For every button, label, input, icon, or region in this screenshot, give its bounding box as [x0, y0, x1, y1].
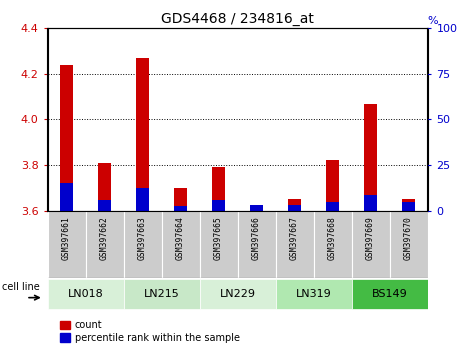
- Bar: [364, 103, 377, 211]
- Bar: [276, 279, 352, 309]
- Bar: [250, 206, 263, 211]
- Bar: [250, 205, 263, 211]
- Text: LN229: LN229: [219, 289, 256, 299]
- Text: GSM397668: GSM397668: [328, 216, 337, 260]
- Bar: [124, 279, 200, 309]
- Bar: [288, 205, 301, 211]
- Text: LN319: LN319: [295, 289, 332, 299]
- Text: GSM397666: GSM397666: [252, 216, 261, 260]
- Text: GSM397665: GSM397665: [214, 216, 223, 260]
- Bar: [276, 211, 314, 278]
- Bar: [200, 279, 276, 309]
- Bar: [162, 211, 199, 278]
- Title: GDS4468 / 234816_at: GDS4468 / 234816_at: [161, 12, 314, 26]
- Bar: [174, 206, 187, 211]
- Bar: [86, 211, 124, 278]
- Bar: [326, 160, 339, 211]
- Bar: [136, 188, 149, 211]
- Bar: [364, 195, 377, 211]
- Bar: [238, 211, 276, 278]
- Bar: [352, 279, 428, 309]
- Bar: [352, 211, 390, 278]
- Bar: [212, 167, 225, 211]
- Text: GSM397670: GSM397670: [404, 216, 413, 260]
- Bar: [212, 200, 225, 211]
- Bar: [60, 183, 73, 211]
- Text: GSM397664: GSM397664: [176, 216, 185, 260]
- Bar: [200, 211, 238, 278]
- Text: LN215: LN215: [143, 289, 180, 299]
- Bar: [98, 200, 111, 211]
- Text: GSM397661: GSM397661: [62, 216, 71, 260]
- Text: LN018: LN018: [67, 289, 104, 299]
- Bar: [136, 58, 149, 211]
- Bar: [48, 279, 124, 309]
- Text: %: %: [428, 17, 438, 27]
- Bar: [402, 199, 415, 211]
- Bar: [326, 202, 339, 211]
- Text: GSM397667: GSM397667: [290, 216, 299, 260]
- Text: BS149: BS149: [371, 289, 408, 299]
- Text: GSM397669: GSM397669: [366, 216, 375, 260]
- Bar: [288, 199, 301, 211]
- Bar: [402, 202, 415, 211]
- Bar: [124, 211, 162, 278]
- Bar: [48, 211, 86, 278]
- Bar: [98, 163, 111, 211]
- Text: cell line: cell line: [2, 282, 40, 292]
- Text: GSM397662: GSM397662: [100, 216, 109, 260]
- Legend: count, percentile rank within the sample: count, percentile rank within the sample: [60, 320, 239, 343]
- Bar: [314, 211, 352, 278]
- Bar: [174, 188, 187, 211]
- Bar: [60, 65, 73, 211]
- Text: GSM397663: GSM397663: [138, 216, 147, 260]
- Bar: [390, 211, 428, 278]
